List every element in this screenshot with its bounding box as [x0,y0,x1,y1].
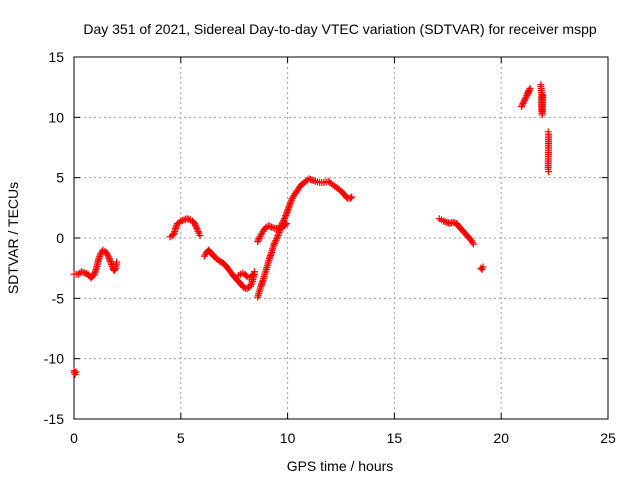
data-point [441,218,449,226]
data-point [310,177,318,185]
data-point [273,235,281,243]
data-point [248,271,256,279]
data-point [266,223,274,231]
data-point [539,92,547,100]
data-point [274,224,282,232]
data-point [287,198,295,206]
data-point [248,279,256,287]
data-point [521,96,529,104]
data-point [105,253,113,261]
data-point [194,228,202,236]
data-point [246,282,254,290]
data-point [281,221,289,229]
x-tick-label: 25 [600,430,616,446]
y-tick-label: 5 [56,170,64,186]
data-point [277,223,285,231]
data-point [72,368,80,376]
data-point [449,218,457,226]
y-tick-label: -10 [44,351,64,367]
axes [73,56,609,420]
data-point [178,217,186,225]
x-tick-label: 10 [280,430,296,446]
y-tick-label: 15 [48,49,64,65]
data-point [479,263,487,271]
y-axis-label: SDTVAR / TECUs [5,182,21,294]
x-tick-label: 5 [177,430,185,446]
data-point [81,269,89,277]
data-point [273,233,281,241]
data-point [281,213,289,221]
data-point [348,193,356,201]
data-point [517,102,525,110]
data-point [545,168,553,176]
data-point [347,194,355,202]
data-point [283,220,291,228]
data-point [272,236,280,244]
data-point [440,217,448,225]
data-point [194,226,202,234]
data-point [77,268,85,276]
data-point [521,95,529,103]
data-point [276,224,284,232]
data-point [113,258,121,266]
x-tick-label: 20 [493,430,509,446]
data-point [254,236,262,244]
data-point [180,216,188,224]
data-point [526,84,534,92]
data-point [104,251,112,259]
x-tick-label: 0 [70,430,78,446]
data-points [70,81,553,378]
data-point [247,281,255,289]
x-tick-label: 15 [387,430,403,446]
data-point [264,222,272,230]
data-point [525,86,533,94]
data-point [191,221,199,229]
data-point [469,240,477,248]
data-point [241,284,249,292]
data-point [282,211,290,219]
data-point [519,99,527,107]
data-point [191,220,199,228]
chart-title: Day 351 of 2021, Sidereal Day-to-day VTE… [83,21,596,37]
data-point [443,218,451,226]
data-point [192,223,200,231]
data-point [280,215,288,223]
data-point [522,93,530,101]
data-point [270,241,278,249]
y-tick-label: -5 [52,290,65,306]
data-point [268,223,276,231]
y-tick-label: -15 [44,411,64,427]
data-point [171,224,179,232]
data-point [254,238,262,246]
y-tick-label: 10 [48,109,64,125]
data-point [196,232,204,240]
grid [74,57,608,419]
x-axis-label: GPS time / hours [287,458,394,474]
data-point [446,220,454,228]
data-point [288,196,296,204]
data-point [271,238,279,246]
data-point [183,215,191,223]
data-point [305,175,313,183]
data-point [193,224,201,232]
tick-labels: 0 5 10 15 20 25 -15 -10 -5 0 5 10 15 [44,49,616,446]
data-point [308,176,316,184]
data-point [525,88,533,96]
data-point [524,89,532,97]
data-point [518,101,526,109]
data-point [177,217,185,225]
data-point [172,223,180,231]
data-point [185,215,193,223]
data-point [269,224,277,232]
data-point [103,250,111,258]
data-point [520,98,528,106]
y-tick-label: 0 [56,230,64,246]
data-point [111,265,119,273]
data-point [307,175,315,183]
data-point [79,268,87,276]
data-point [270,240,278,248]
data-point [250,268,258,276]
